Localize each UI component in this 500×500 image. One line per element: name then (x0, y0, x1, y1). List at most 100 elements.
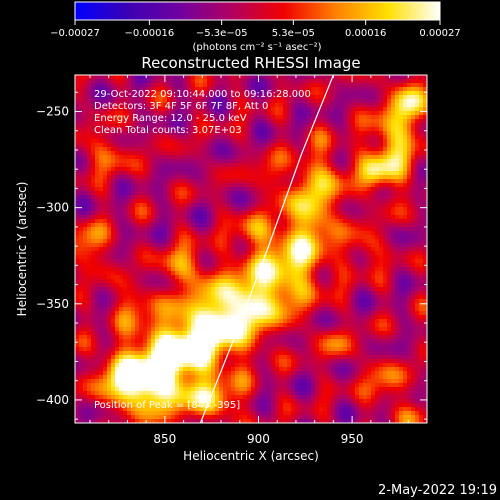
heatmap-cell (327, 231, 332, 236)
heatmap-cell (407, 203, 412, 208)
heatmap-cell (275, 131, 280, 136)
heatmap-cell (231, 107, 236, 112)
heatmap-cell (395, 91, 400, 96)
heatmap-cell (255, 107, 260, 112)
colorbar-tick-label: −5.3e−05 (196, 28, 248, 39)
heatmap-cell (255, 243, 260, 248)
heatmap-cell (183, 183, 188, 188)
heatmap-cell (247, 235, 252, 240)
heatmap-cell (299, 211, 304, 216)
heatmap-cell (255, 291, 260, 296)
heatmap-cell (275, 103, 280, 108)
heatmap-cell (219, 191, 224, 196)
heatmap-cell (207, 131, 212, 136)
heatmap-cell (219, 143, 224, 148)
heatmap-cell (207, 239, 212, 244)
heatmap-cell (255, 127, 260, 132)
heatmap-cell (95, 199, 100, 204)
heatmap-cell (243, 83, 248, 88)
heatmap-cell (343, 211, 348, 216)
heatmap-cell (315, 239, 320, 244)
heatmap-cell (251, 107, 256, 112)
heatmap-cell (383, 231, 388, 236)
heatmap-cell (395, 103, 400, 108)
heatmap-cell (151, 207, 156, 212)
heatmap-cell (283, 91, 288, 96)
heatmap-cell (191, 119, 196, 124)
heatmap-cell (175, 127, 180, 132)
heatmap-cell (263, 163, 268, 168)
heatmap-cell (123, 131, 128, 136)
heatmap-cell (383, 103, 388, 108)
heatmap-cell (207, 279, 212, 284)
heatmap-cell (251, 171, 256, 176)
heatmap-cell (79, 171, 84, 176)
heatmap-cell (327, 147, 332, 152)
heatmap-cell (135, 295, 140, 300)
heatmap-cell (219, 275, 224, 280)
heatmap-cell (295, 223, 300, 228)
heatmap-cell (183, 127, 188, 132)
heatmap-cell (179, 291, 184, 296)
heatmap-cell (375, 187, 380, 192)
heatmap-cell (195, 191, 200, 196)
heatmap-cell (307, 155, 312, 160)
heatmap-cell (339, 251, 344, 256)
heatmap-cell (215, 147, 220, 152)
heatmap-cell (255, 179, 260, 184)
heatmap-cell (155, 255, 160, 260)
heatmap-cell (343, 263, 348, 268)
heatmap-cell (247, 219, 252, 224)
heatmap-cell (183, 131, 188, 136)
heatmap-cell (267, 79, 272, 84)
heatmap-cell (247, 259, 252, 264)
heatmap-cell (335, 219, 340, 224)
heatmap-cell (291, 107, 296, 112)
heatmap-cell (239, 203, 244, 208)
heatmap-cell (155, 291, 160, 296)
heatmap-cell (175, 275, 180, 280)
heatmap-cell (227, 283, 232, 288)
heatmap-cell (315, 163, 320, 168)
heatmap-cell (403, 95, 408, 100)
heatmap-cell (379, 199, 384, 204)
heatmap-cell (135, 243, 140, 248)
heatmap-cell (227, 119, 232, 124)
heatmap-cell (315, 295, 320, 300)
heatmap-cell (291, 291, 296, 296)
heatmap-cell (307, 159, 312, 164)
heatmap-cell (331, 183, 336, 188)
heatmap-cell (107, 215, 112, 220)
heatmap-cell (191, 187, 196, 192)
heatmap-cell (415, 163, 420, 168)
heatmap-cell (155, 283, 160, 288)
heatmap-cell (211, 283, 216, 288)
heatmap-cell (219, 175, 224, 180)
heatmap-cell (411, 151, 416, 156)
heatmap-cell (75, 187, 80, 192)
heatmap-cell (327, 267, 332, 272)
heatmap-cell (319, 227, 324, 232)
heatmap-cell (207, 223, 212, 228)
heatmap-cell (183, 247, 188, 252)
heatmap-cell (311, 175, 316, 180)
heatmap-cell (155, 215, 160, 220)
heatmap-cell (411, 183, 416, 188)
heatmap-cell (311, 171, 316, 176)
heatmap-cell (167, 87, 172, 92)
heatmap-cell (295, 283, 300, 288)
heatmap-cell (119, 243, 124, 248)
heatmap-cell (115, 167, 120, 172)
heatmap-cell (195, 171, 200, 176)
heatmap-cell (171, 147, 176, 152)
heatmap-cell (139, 283, 144, 288)
heatmap-cell (415, 195, 420, 200)
heatmap-cell (103, 95, 108, 100)
heatmap-cell (279, 223, 284, 228)
heatmap-cell (187, 271, 192, 276)
heatmap-cell (227, 223, 232, 228)
heatmap-cell (203, 291, 208, 296)
heatmap-cell (167, 299, 172, 304)
heatmap-cell (103, 235, 108, 240)
heatmap-cell (367, 231, 372, 236)
